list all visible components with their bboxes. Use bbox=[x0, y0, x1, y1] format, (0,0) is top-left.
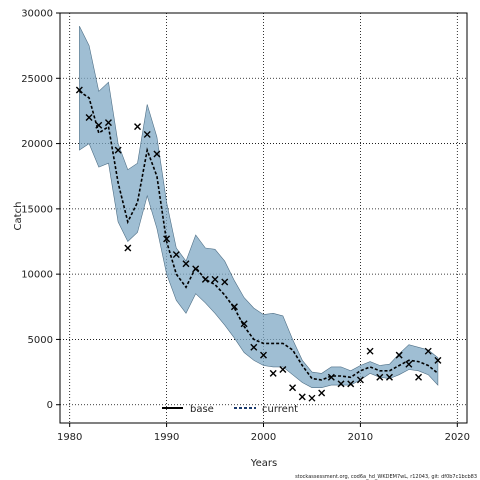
observed-point bbox=[143, 130, 151, 138]
x-axis-label: Years bbox=[250, 458, 277, 469]
observed-point bbox=[260, 351, 267, 359]
observed-point bbox=[308, 394, 316, 402]
observed-point bbox=[289, 384, 297, 392]
observed-point bbox=[385, 373, 393, 381]
observed-point bbox=[172, 251, 180, 259]
observed-point bbox=[298, 393, 306, 401]
observed-point bbox=[153, 150, 161, 158]
legend-label-current: current bbox=[262, 404, 298, 415]
observed-point bbox=[182, 260, 190, 268]
x-tick-label: 2020 bbox=[445, 432, 470, 443]
observed-point bbox=[424, 347, 432, 355]
observed-points bbox=[75, 86, 442, 402]
legend-label-base: base bbox=[190, 404, 214, 415]
observed-point bbox=[85, 113, 93, 121]
y-tick-label: 30000 bbox=[21, 9, 53, 20]
observed-point bbox=[221, 278, 229, 286]
observed-point bbox=[347, 380, 355, 388]
observed-point bbox=[230, 303, 238, 311]
observed-point bbox=[405, 360, 413, 368]
x-tick-label: 1990 bbox=[154, 432, 179, 443]
observed-point bbox=[415, 373, 423, 381]
observed-point bbox=[104, 119, 112, 127]
observed-point bbox=[75, 86, 83, 94]
x-tick-label: 2000 bbox=[251, 432, 276, 443]
observed-point bbox=[201, 275, 209, 283]
y-tick-label: 0 bbox=[47, 400, 53, 411]
y-tick-label: 25000 bbox=[21, 74, 53, 85]
footer-text: stockassessment.org, cod6a_hd_WKDEM7wL, … bbox=[295, 474, 477, 480]
x-axis-ticks: 1980 1990 2000 2010 2020 bbox=[57, 423, 470, 443]
y-tick-label: 20000 bbox=[21, 139, 53, 150]
observed-point bbox=[318, 389, 326, 397]
y-axis-label: Catch bbox=[13, 202, 24, 231]
y-axis-ticks: 0 5000 10000 15000 20000 25000 30000 bbox=[21, 9, 60, 411]
observed-point bbox=[163, 235, 171, 243]
x-tick-label: 1980 bbox=[57, 432, 82, 443]
x-tick-label: 2010 bbox=[348, 432, 373, 443]
observed-point bbox=[95, 121, 103, 129]
observed-point bbox=[240, 320, 248, 328]
observed-point bbox=[337, 380, 345, 388]
observed-point bbox=[124, 244, 132, 252]
observed-point bbox=[250, 343, 258, 351]
observed-point bbox=[114, 146, 122, 154]
series-line-current bbox=[78, 90, 439, 381]
y-tick-label: 10000 bbox=[21, 270, 53, 281]
observed-point bbox=[376, 373, 384, 381]
ci-band bbox=[79, 25, 439, 389]
observed-point bbox=[279, 365, 287, 373]
observed-point bbox=[356, 376, 364, 384]
y-tick-label: 15000 bbox=[21, 204, 53, 215]
observed-point bbox=[327, 373, 335, 381]
observed-point bbox=[134, 123, 142, 131]
legend: base current bbox=[162, 404, 298, 415]
y-tick-label: 5000 bbox=[28, 335, 53, 346]
confidence-band bbox=[79, 25, 439, 389]
observed-point bbox=[211, 275, 219, 283]
observed-point bbox=[192, 265, 200, 273]
observed-point bbox=[269, 369, 277, 377]
observed-point bbox=[395, 351, 403, 359]
series-lines bbox=[78, 90, 439, 381]
observed-point bbox=[434, 356, 442, 364]
observed-point bbox=[366, 347, 374, 355]
